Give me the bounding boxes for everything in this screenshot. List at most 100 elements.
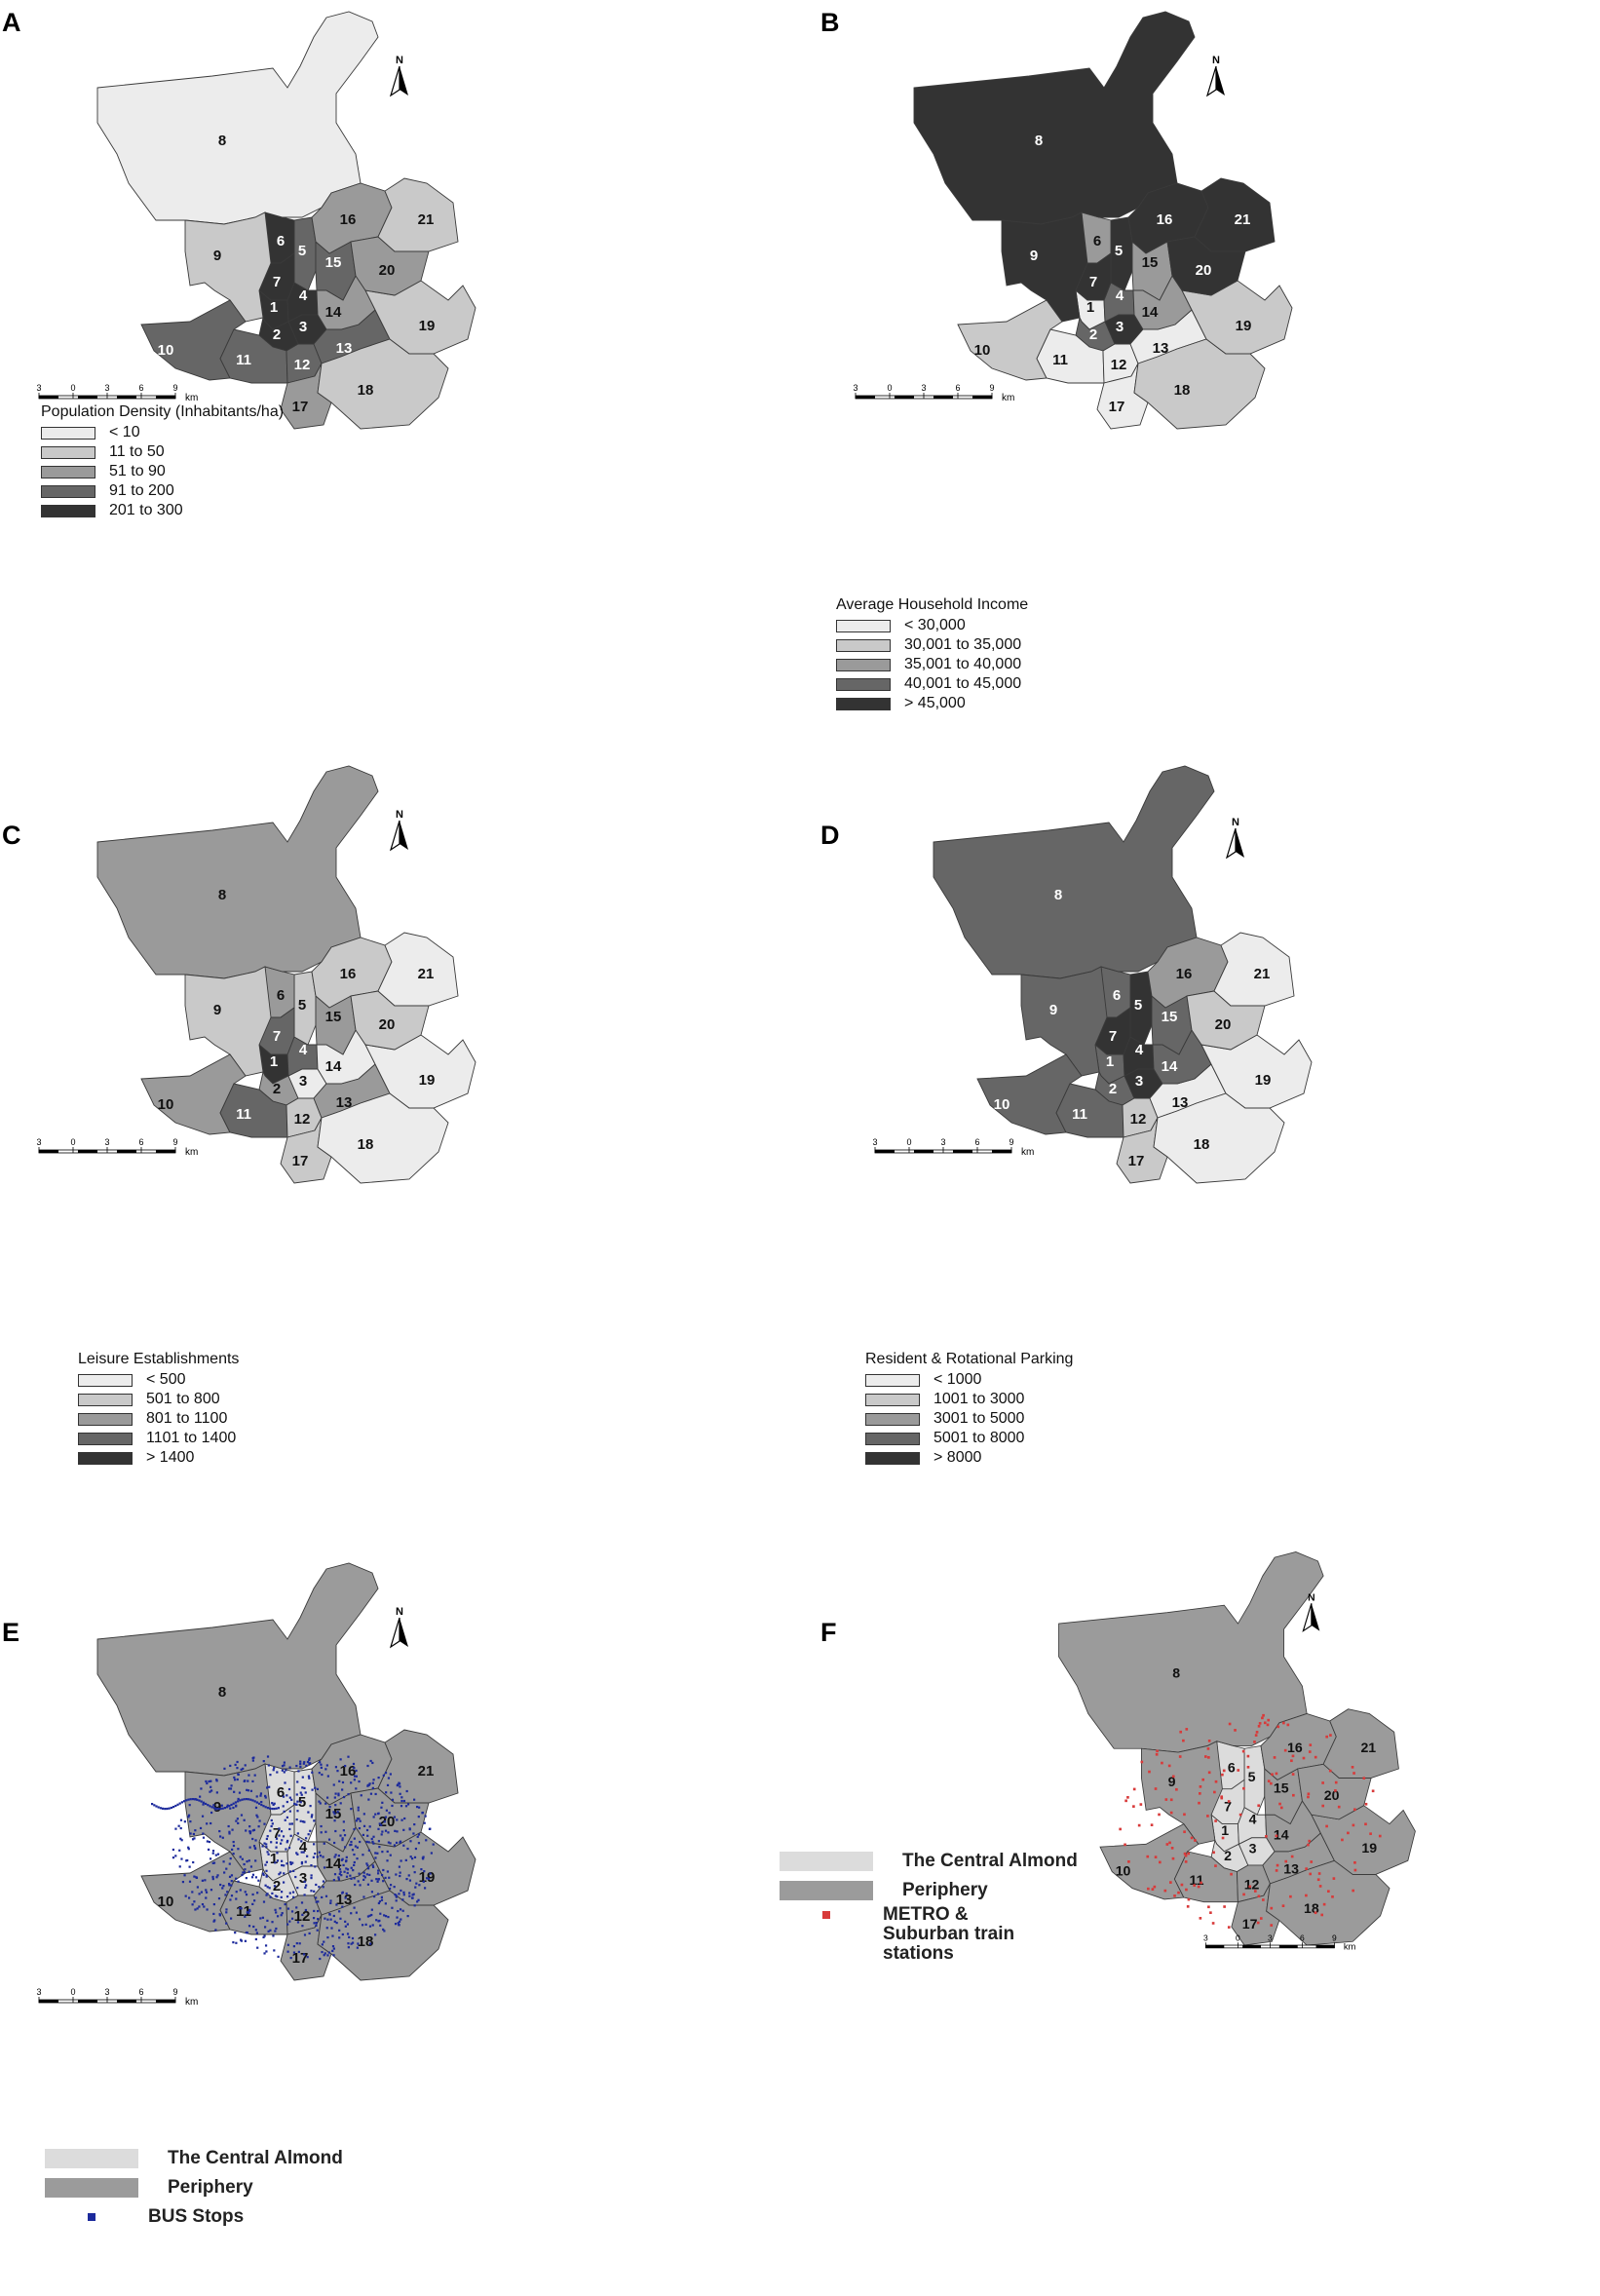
bus-stop-point [179,1837,182,1840]
metro-station-point [1140,1760,1144,1764]
bus-stop-point [256,1946,259,1949]
bus-stop-point [248,1911,250,1914]
bus-stop-point [299,1760,302,1763]
bus-stop-point [230,1784,233,1787]
legend-swatch [41,484,95,498]
scale-tick-label: 6 [138,1137,143,1147]
bus-stop-point [377,1777,380,1779]
metro-station-point [1253,1741,1256,1743]
metro-station-point [1169,1881,1172,1884]
district-number-label: 7 [273,1825,281,1842]
bus-stop-point [358,1779,361,1783]
legend-label: 91 to 200 [109,482,174,499]
bus-stop-point [273,1949,276,1952]
bus-stop-point [308,1758,311,1761]
metro-station-point [1267,1779,1271,1782]
north-arrow-left [1225,827,1237,860]
bus-stop-point [339,1834,342,1837]
bus-stop-point [332,1954,335,1957]
bus-stop-point [335,1903,338,1906]
bus-stop-point [314,1852,317,1856]
bus-stop-point [285,1848,287,1851]
bus-stop-point [248,1846,251,1849]
bus-stop-point [159,1807,162,1810]
bus-stop-point [287,1787,291,1791]
scale-bar-segment [39,396,58,399]
bus-stop-point [185,1859,188,1862]
bus-stop-point [171,1848,175,1852]
bus-stop-point [283,1764,286,1767]
metro-station-point [1241,1749,1245,1753]
bus-stop-point [372,1842,375,1845]
bus-stop-point [205,1802,208,1806]
legend-label: 5001 to 8000 [933,1430,1025,1446]
bus-stop-point [270,1818,273,1822]
bus-stop-point [411,1857,414,1860]
bus-stop-point [237,1797,240,1801]
bus-stop-point [353,1906,356,1909]
bus-stop-point [286,1839,289,1843]
metro-station-point [1169,1811,1173,1815]
bus-stop-point [374,1813,377,1816]
bus-stop-point [348,1935,351,1938]
metro-station-point [1283,1748,1287,1752]
bus-stop-point [390,1791,393,1794]
bus-stop-point [303,1820,306,1823]
bus-stop-point [320,1831,323,1834]
bus-stop-point [399,1785,401,1788]
district-number-label: 21 [1254,966,1271,982]
metro-station-point [1183,1852,1187,1856]
bus-stop-point [425,1839,428,1842]
bus-stop-point [240,1814,244,1817]
scale-bar-segment [78,396,97,399]
north-arrow-right [400,1618,408,1647]
legend-swatch [865,1432,920,1445]
bus-stop-point [312,1843,316,1846]
bus-stop-point [244,1939,248,1942]
bus-stop-point [277,1807,280,1810]
bus-stop-point [210,1889,213,1892]
bus-stop-point [274,1861,277,1864]
panel-label-d: D [820,821,840,850]
bus-stop-point [288,1822,291,1825]
bus-stop-point [413,1904,416,1907]
bus-stop-point [211,1850,215,1853]
district-number-label: 9 [1049,1002,1057,1018]
bus-stop-point [377,1878,380,1881]
bus-stop-point [368,1782,371,1785]
bus-stop-point [228,1805,231,1808]
bus-stop-point [385,1791,388,1794]
bus-stop-point [312,1856,315,1858]
metro-station-point [1200,1881,1202,1885]
bus-stop-point [353,1863,356,1867]
bus-stop-point [398,1893,400,1895]
metro-station-point [1290,1855,1294,1858]
bus-stop-point [240,1907,243,1910]
bus-stop-point [203,1905,206,1908]
legend-label: Periphery [168,2177,253,2198]
bus-stop-point [360,1794,362,1797]
bus-stop-point [227,1882,231,1886]
bus-stop-point [192,1832,195,1836]
bus-stop-point [243,1862,246,1866]
bus-stop-point [288,1892,291,1894]
bus-stop-point [332,1783,335,1786]
bus-stop-point [239,1856,242,1858]
bus-stop-point [228,1830,231,1833]
district-number-label: 16 [1287,1740,1303,1755]
legend-title: Leisure Establishments [78,1351,240,1367]
bus-stop-point [317,1909,320,1913]
bus-stop-point [423,1821,426,1824]
district-number-label: 13 [1283,1860,1299,1876]
bus-stop-point [194,1798,197,1801]
district-21-area [377,932,459,1007]
bus-stop-point [391,1906,394,1909]
bus-stop-point [331,1944,335,1948]
bus-stop-point [261,1872,265,1875]
bus-stop-point [331,1934,334,1937]
bus-stop-point [238,1791,242,1794]
bus-stop-point [315,1896,318,1899]
district-number-label: 6 [1113,987,1121,1004]
bus-stop-point [369,1792,373,1795]
